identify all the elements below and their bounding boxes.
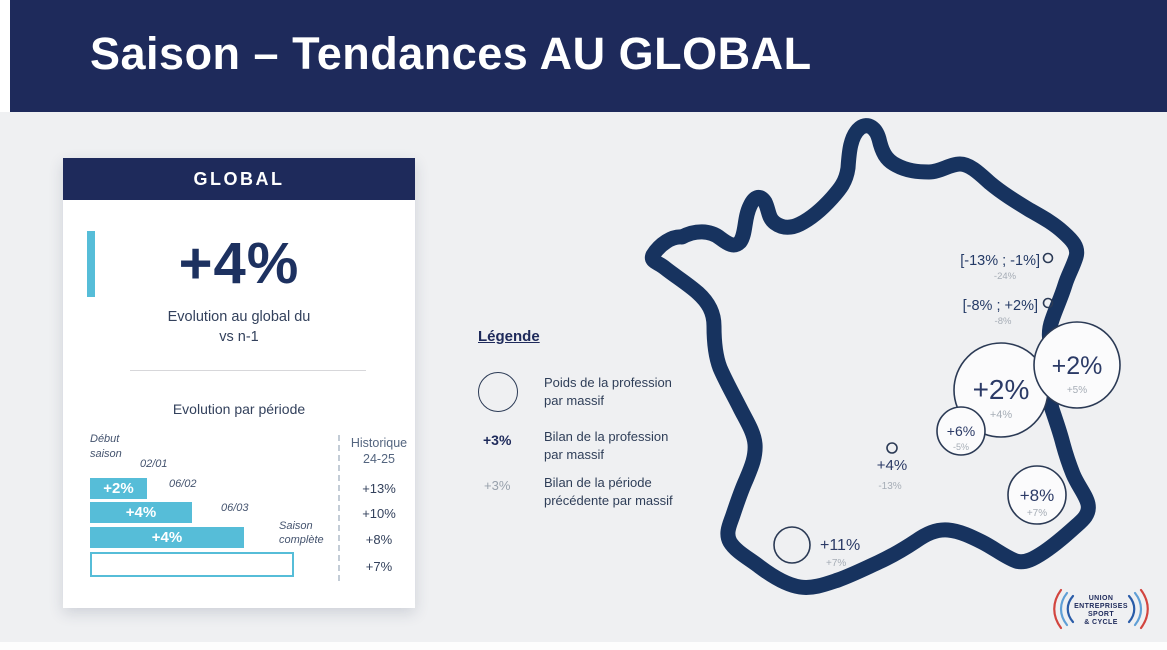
bubble-small-1-value: +6% — [947, 423, 975, 439]
legend-item-2-label: Bilan de la profession par massif — [544, 429, 669, 462]
bubble-large-2 — [1033, 321, 1121, 409]
map-range-prev-2: -8% — [995, 316, 1012, 327]
legend-item-2-symbol: +3% — [483, 432, 512, 448]
bubble-large-2-prev: +5% — [1067, 385, 1087, 396]
union-entreprises-sport-cycle-logo: UNION ENTREPRISES SPORT & CYCLE — [1053, 588, 1149, 630]
slide-header: Saison – Tendances AU GLOBAL — [10, 0, 1167, 112]
bubble-medium-2 — [773, 526, 811, 564]
logo-text-line-1: UNION — [1089, 595, 1114, 602]
france-outline — [644, 118, 1096, 595]
bubble-medium-2-value: +11% — [820, 537, 860, 554]
bubble-dot-3-value: +4% — [877, 457, 907, 474]
period-bar-4-empty — [90, 552, 294, 577]
chart-start-label: Début saison — [90, 433, 122, 460]
legend-item-3-label: Bilan de la période précédente par massi… — [544, 475, 673, 508]
card-divider — [130, 370, 366, 371]
bubble-dot-3 — [886, 442, 898, 454]
logo-text-line-2: ENTREPRISES — [1074, 603, 1128, 610]
bubble-large-1-prev: +4% — [990, 409, 1013, 421]
caption-line-1: Evolution au global du — [167, 309, 311, 325]
global-card-header: GLOBAL — [63, 158, 415, 200]
historic-value-2: +10% — [362, 506, 396, 521]
historic-value-1: +13% — [362, 481, 396, 496]
map-range-label-2: [-8% ; +2%] — [963, 298, 1038, 314]
bubble-large-1-value: +2% — [973, 374, 1030, 405]
period-bar-3: +4% — [90, 527, 244, 548]
historic-header: Historique 24-25 — [350, 436, 408, 467]
bubble-medium-1-value: +8% — [1020, 486, 1055, 505]
global-summary-card: GLOBAL +4% Evolution au global du vs n-1… — [63, 158, 415, 608]
historic-value-4: +7% — [365, 559, 393, 574]
bubble-large-2-value: +2% — [1052, 352, 1103, 380]
bubble-dot-3-prev: -13% — [878, 481, 901, 492]
bottom-margin-strip — [0, 642, 1167, 650]
caption-line-2: vs n-1 — [219, 328, 259, 345]
chart-date-label-2: 06/02 — [169, 478, 197, 490]
global-evolution-caption: Evolution au global du vs n-1 — [63, 308, 415, 347]
bubble-medium-2-prev: +7% — [826, 558, 846, 569]
left-margin-sliver — [0, 0, 10, 112]
bubble-dot-1 — [1042, 252, 1054, 264]
historic-dashed-separator — [338, 435, 340, 581]
bubble-small-1-prev: -5% — [953, 442, 969, 452]
logo-left-arcs-icon — [1053, 588, 1075, 630]
bubble-medium-1 — [1007, 465, 1067, 525]
period-bar-2: +4% — [90, 502, 192, 523]
legend-item-3-symbol: +3% — [484, 478, 511, 493]
logo-right-arcs-icon — [1127, 588, 1149, 630]
period-bar-1: +2% — [90, 478, 147, 499]
legend-weight-circle-icon — [478, 372, 518, 412]
teal-accent-bar — [87, 231, 95, 297]
global-card-title: GLOBAL — [193, 168, 285, 189]
bubble-small-1 — [936, 406, 986, 456]
historic-value-3: +8% — [365, 532, 393, 547]
map-range-label-1: [-13% ; -1%] — [960, 253, 1040, 269]
bubble-dot-2 — [1042, 297, 1054, 309]
chart-date-label-4: Saison complète — [279, 520, 324, 547]
period-chart-title: Evolution par période — [172, 401, 306, 417]
chart-date-label-3: 06/03 — [221, 502, 249, 514]
logo-text-line-4: & CYCLE — [1084, 619, 1118, 626]
bubble-medium-1-prev: +7% — [1027, 508, 1047, 519]
chart-date-label-1: 02/01 — [140, 458, 168, 470]
france-bubble-map: [-13% ; -1%] -24% [-8% ; +2%] -8% +2% +4… — [620, 112, 1140, 642]
global-evolution-value: +4% — [178, 231, 300, 296]
map-range-prev-1: -24% — [994, 271, 1017, 282]
slide-title: Saison – Tendances AU GLOBAL — [90, 28, 812, 79]
logo-text-line-3: SPORT — [1088, 611, 1114, 618]
france-map-svg: [-13% ; -1%] -24% [-8% ; +2%] -8% +2% +4… — [644, 118, 1121, 595]
map-legend: Légende Poids de la profession par massi… — [478, 328, 718, 508]
legend-title: Légende — [478, 328, 540, 345]
legend-item-1-label: Poids de la profession par massif — [544, 375, 672, 408]
